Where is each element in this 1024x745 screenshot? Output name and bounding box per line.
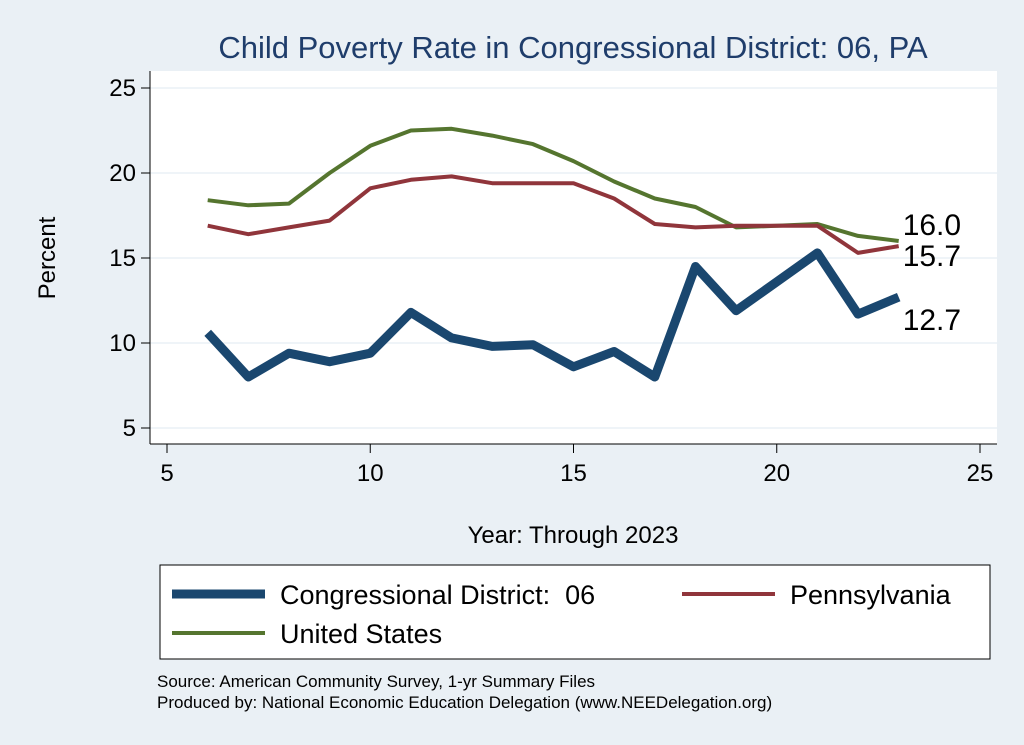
x-tick-label-5: 5	[160, 460, 173, 487]
producer-note: Produced by: National Economic Education…	[157, 693, 772, 712]
x-tick-label-15: 15	[560, 460, 587, 487]
end-label-united-states: 16.0	[903, 209, 961, 242]
source-note: Source: American Community Survey, 1-yr …	[157, 672, 595, 691]
end-label-district: 12.7	[903, 304, 961, 337]
x-tick-label-25: 25	[967, 460, 994, 487]
y-tick-label-25: 25	[109, 75, 136, 102]
end-labels: 12.7 15.716.0	[903, 209, 961, 337]
x-tick-labels: 5 10 15 20 25	[160, 460, 993, 487]
legend: Congressional District: 06 Pennsylvania …	[159, 564, 991, 660]
legend-label-united-states: United States	[280, 619, 442, 649]
chart-title: Child Poverty Rate in Congressional Dist…	[218, 30, 928, 65]
y-tick-label-5: 5	[123, 415, 136, 442]
series-lines	[204, 126, 901, 382]
legend-label-pennsylvania: Pennsylvania	[790, 580, 952, 610]
x-tick-label-10: 10	[357, 460, 384, 487]
legend-label-district: Congressional District: 06	[280, 580, 595, 610]
gridlines	[150, 87, 997, 429]
x-tick-label-20: 20	[763, 460, 790, 487]
y-tick-label-20: 20	[109, 160, 136, 187]
x-axis-label: Year: Through 2023	[468, 522, 679, 549]
end-label-pennsylvania: 15.7	[903, 240, 961, 273]
series-line-district	[204, 248, 901, 382]
legend-box	[159, 564, 991, 660]
series-line-pennsylvania	[207, 174, 900, 255]
y-tick-labels: 5 10 15 20 25	[109, 75, 136, 442]
y-tick-label-10: 10	[109, 330, 136, 357]
axes	[141, 71, 997, 453]
y-axis-label: Percent	[34, 216, 61, 299]
y-tick-label-15: 15	[109, 245, 136, 272]
